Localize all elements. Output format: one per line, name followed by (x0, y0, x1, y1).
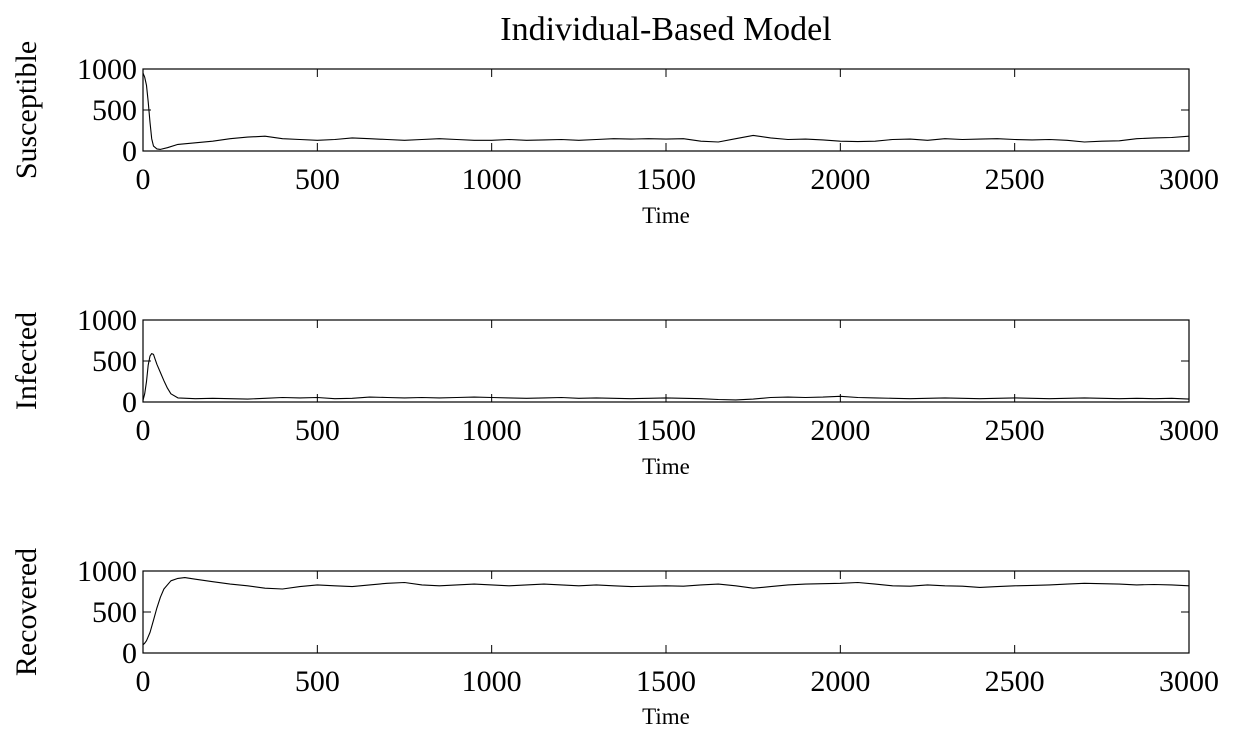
x-tick-label: 2500 (985, 163, 1045, 196)
x-axis-label-recovered: Time (642, 704, 690, 729)
x-tick-label: 0 (136, 163, 151, 196)
series-line-susceptible (142, 72, 1190, 150)
x-tick-label: 2000 (810, 163, 870, 196)
y-tick-label: 0 (122, 637, 137, 670)
y-tick-label: 0 (122, 135, 137, 168)
x-tick-label: 0 (136, 414, 151, 447)
x-tick-label: 1000 (462, 163, 522, 196)
ticks-infected: 0 500 1000 1500 2000 2500 3000 0 500 1000 (77, 304, 1219, 447)
x-tick-label: 0 (136, 665, 151, 698)
x-tick-label: 3000 (1159, 414, 1219, 447)
ticks-recovered: 0 500 1000 1500 2000 2500 3000 0 500 1000 (77, 555, 1219, 698)
y-tick-label: 1000 (77, 555, 137, 588)
panel-infected: Infected Time 0 500 1000 1500 2000 2500 3000 0 5… (10, 304, 1219, 479)
plot-area-recovered (142, 570, 1190, 654)
series-line-recovered (142, 577, 1190, 646)
x-tick-label: 1500 (636, 163, 696, 196)
x-tick-label: 2500 (985, 665, 1045, 698)
x-tick-label: 1500 (636, 665, 696, 698)
panel-recovered: Recovered Time 0 500 1000 1500 2000 2500 30000… (10, 548, 1219, 729)
x-tick-label: 500 (295, 163, 340, 196)
y-tick-label: 500 (92, 345, 137, 378)
x-tick-label: 2500 (985, 414, 1045, 447)
ticks-susceptible: 0 500 1000 1500 2000 2500 3000 0 500 1000 (77, 53, 1219, 196)
x-axis-label-infected: Time (642, 454, 690, 479)
y-tick-label: 1000 (77, 304, 137, 337)
y-axis-label-infected: Infected (10, 312, 43, 410)
x-axis-label-susceptible: Time (642, 203, 690, 228)
x-tick-label: 500 (295, 665, 340, 698)
x-tick-label: 3000 (1159, 163, 1219, 196)
x-tick-label: 1500 (636, 414, 696, 447)
x-tick-label: 3000 (1159, 665, 1219, 698)
y-axis-label-recovered: Recovered (10, 548, 43, 676)
y-tick-label: 500 (92, 596, 137, 629)
y-tick-label: 1000 (77, 53, 137, 86)
x-tick-label: 500 (295, 414, 340, 447)
series-line-infected (142, 353, 1190, 401)
x-tick-label: 2000 (810, 665, 870, 698)
y-axis-label-susceptible: Susceptible (10, 41, 43, 179)
x-tick-label: 2000 (810, 414, 870, 447)
panel-susceptible: Susceptible Time 0 500 1000 1500 2000 2500 300… (10, 41, 1219, 228)
y-tick-label: 500 (92, 94, 137, 127)
x-tick-label: 1000 (462, 665, 522, 698)
plot-area-infected (142, 319, 1190, 403)
chart-title: Individual-Based Model (500, 11, 831, 48)
x-tick-label: 1000 (462, 414, 522, 447)
y-tick-label: 0 (122, 386, 137, 419)
